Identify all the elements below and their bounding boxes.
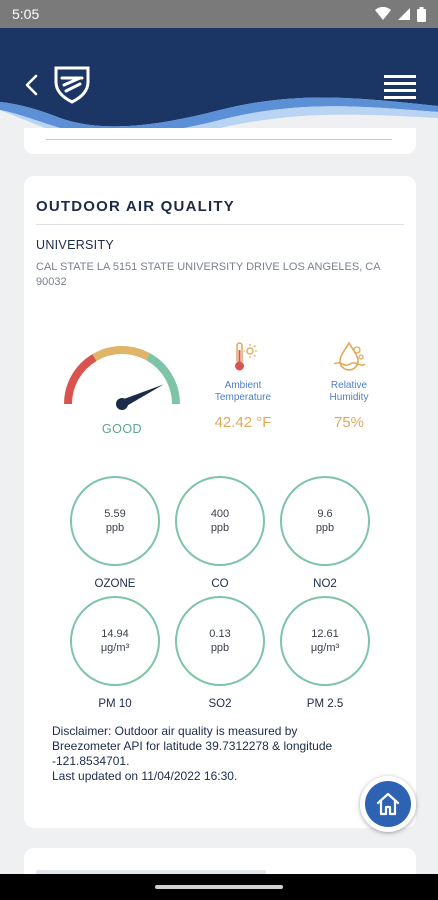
pollutant-ring: 400 ppb [175,476,265,566]
humidity-value: 75% [333,414,365,431]
divider [36,224,404,225]
pollutant-ring: 5.59 ppb [70,476,160,566]
cellular-icon [398,8,410,20]
gauge-hub [116,398,128,410]
pollutant-ring: 9.6 ppb [280,476,370,566]
status-bar: 5:05 [0,0,438,28]
back-button[interactable] [16,68,46,102]
header-wave-background [0,28,438,140]
home-button-inner [365,781,411,827]
university-shield-logo [54,66,90,104]
home-button[interactable] [360,776,416,832]
divider [46,139,392,140]
pollutant-ring: 12.61 μg/m³ [280,596,370,686]
temperature-label: Ambient Temperature [214,380,272,403]
pollutant-name: OZONE [94,578,136,590]
card-title: OUTDOOR AIR QUALITY [36,198,235,215]
system-navigation-bar [0,874,438,900]
pollutant-ring: 0.13 ppb [175,596,265,686]
thermometer-sun-icon [235,342,257,371]
pollutant-name: PM 2.5 [306,698,344,710]
hamburger-menu-icon[interactable] [380,72,420,102]
gauge-arc-poor [64,354,97,405]
outdoor-air-quality-card: OUTDOOR AIR QUALITY UNIVERSITY CAL STATE… [24,176,416,828]
location-name: UNIVERSITY [36,238,115,252]
pollutant-co: 400 ppb CO [175,476,265,590]
gauge-needle [120,384,164,408]
pollutant-no2: 9.6 ppb NO2 [280,476,370,590]
air-quality-gauge [64,346,180,410]
location-address: CAL STATE LA 5151 STATE UNIVERSITY DRIVE… [36,261,380,288]
previous-card [24,128,416,154]
pollutant-name: PM 10 [98,698,132,710]
pollutant-name: SO2 [208,698,232,710]
pollutant-so2: 0.13 ppb SO2 [175,596,265,710]
pollutant-ring: 14.94 μg/m³ [70,596,160,686]
app-header [0,28,438,140]
pollutant-name: NO2 [313,578,337,590]
pollutant-name: CO [211,578,229,590]
gauge-arc-moderate [92,346,150,362]
ambient-temperature-metric: Ambient Temperature 42.42 °F [198,340,288,431]
pollutant-ozone: 5.59 ppb OZONE [70,476,160,590]
battery-icon [417,6,426,22]
home-icon [376,792,400,816]
disclaimer-text: Disclaimer: Outdoor air quality is measu… [52,724,333,783]
temperature-value: 42.42 °F [214,414,272,431]
relative-humidity-metric: Relative Humidity 75% [304,340,394,431]
humidity-icon [333,341,366,371]
pollutant-pm25: 12.61 μg/m³ PM 2.5 [280,596,370,710]
gauge-arc-good [145,353,180,405]
status-time: 5:05 [12,6,40,22]
wifi-icon [375,7,391,20]
chevron-left-icon [25,74,38,96]
pollutant-pm10: 14.94 μg/m³ PM 10 [70,596,160,710]
home-gesture-handle[interactable] [155,885,283,889]
air-quality-rating: GOOD [101,422,143,436]
humidity-label: Relative Humidity [329,380,369,403]
